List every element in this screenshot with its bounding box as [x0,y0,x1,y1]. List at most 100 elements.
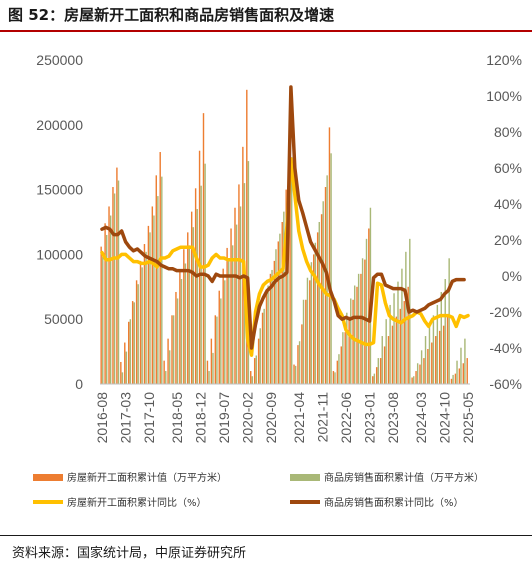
new-start-bar [100,246,102,384]
x-tick-label: 2022-06 [338,392,354,444]
new-start-bar [332,371,335,384]
sales-bar [302,299,305,384]
sales-bar [149,232,151,384]
new-start-bar [316,232,319,384]
left-tick-label: 50000 [44,311,83,327]
sales-bar [350,298,352,384]
new-start-bar [147,225,150,384]
sales-bar [353,285,356,384]
new-start-bar [403,301,405,384]
sales-bar [444,279,446,384]
new-start-bar [139,260,142,384]
new-start-bar [171,315,173,384]
sales-bar [231,245,234,384]
new-start-bar [368,228,370,384]
new-start-bar [442,325,445,384]
new-start-bar [210,338,213,384]
bottom-rule [0,535,532,536]
new-start-bar [108,206,110,384]
new-start-bar [344,332,346,384]
sales-bar [452,374,454,384]
left-tick-label: 250000 [36,52,83,68]
sales-bar [287,185,289,384]
new-start-bar [305,299,307,384]
new-start-bar [356,286,358,384]
new-start-bar [265,293,268,384]
sales-bar [153,215,155,384]
sales-bar [113,193,116,384]
right-tick-label: 100% [486,88,522,104]
sales-bar [102,256,104,384]
new-start-bar [395,316,398,384]
new-start-bar [175,291,177,384]
new-start-bar [309,280,311,384]
right-tick-label: -20% [489,304,522,320]
sales-bar [109,215,112,384]
new-start-bar [253,358,256,384]
new-start-bar [190,211,193,384]
sales-bar [129,319,132,384]
x-tick-label: 2018-12 [192,392,208,444]
new-start-bar [202,113,205,384]
sales-bar [200,185,202,384]
x-axis: 2016-08 2017-03 2017-10 2018-05 2018-12 2019-… [94,383,476,444]
new-start-bar [246,89,248,384]
sales-bar [255,355,257,384]
sales-bar [251,376,254,384]
new-start-bar [206,360,209,384]
new-start-bar [320,214,323,384]
sales-bar [220,298,222,384]
sales-bar [365,238,368,384]
new-start-bar [297,345,299,384]
sales-bar [188,245,191,384]
sales-bar [397,281,399,384]
new-start-bar [383,346,386,384]
new-start-bar [273,260,276,384]
sales-bar [385,319,387,384]
sales-bar [393,293,395,384]
right-tick-label: -60% [489,376,522,392]
sales-bar [145,251,147,384]
legend-swatch [290,474,320,481]
new-start-bar [151,206,154,384]
x-tick-label: 2017-10 [141,392,157,444]
new-start-bar [372,376,374,384]
sales-bar [263,308,265,384]
sales-bar [373,373,376,384]
x-tick-label: 2024-10 [436,392,452,444]
sales-bar [267,285,269,384]
sales-bar [168,350,171,384]
sales-bar [346,312,348,384]
new-start-bar [411,377,413,384]
sales-bar [165,371,167,384]
sales-bar [318,222,320,384]
legend-swatch [33,474,63,481]
sales-bar [192,227,195,384]
new-start-bar [340,346,342,384]
x-tick-label: 2020-02 [240,392,256,444]
new-start-bar [257,338,260,384]
sales-bar [106,234,108,384]
new-start-bar [324,187,327,384]
sales-bar [235,224,238,384]
sales-bar [310,262,313,384]
sales-bar [283,211,285,384]
x-tick-label: 2018-05 [169,392,185,444]
sales-bar [338,354,340,384]
sales-bar [161,176,163,384]
sales-bar [294,365,297,384]
title-rule [0,30,532,32]
new-start-bar [423,358,425,384]
new-start-bar [293,364,295,384]
legend: 房屋新开工面积累计值（万平方米） 商品房销售面积累计值（万平方米） 房屋新开工面积累… [33,471,484,509]
new-start-bar [104,223,106,384]
new-start-bar [159,152,161,384]
sales-bar [436,304,439,384]
new-start-bar [336,360,339,384]
new-start-bar [328,127,331,384]
x-tick-label: 2017-03 [118,392,134,444]
right-tick-label: 0% [502,268,522,284]
new-start-bar [250,371,252,384]
sales-bar [456,360,458,384]
new-start-bar [391,325,394,384]
